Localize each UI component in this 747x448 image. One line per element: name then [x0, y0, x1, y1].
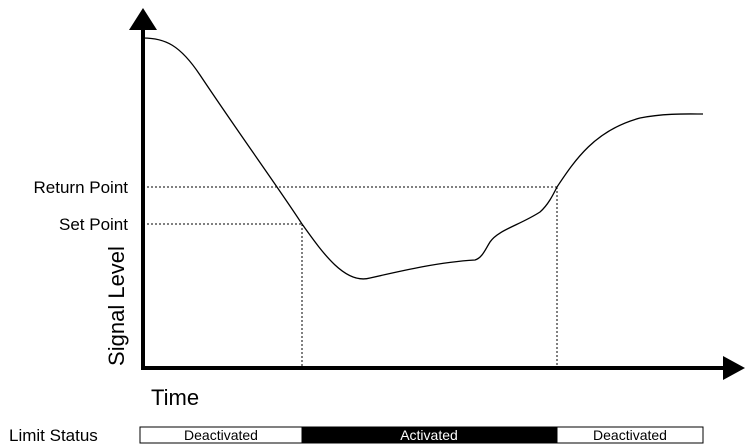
signal-curve: [142, 37, 704, 280]
status-segment-deactivated-1-text: Deactivated: [184, 427, 258, 443]
x-axis-arrowhead: [723, 356, 745, 380]
y-axis-label: Signal Level: [104, 246, 129, 366]
return-point-label: Return Point: [34, 178, 129, 197]
status-segment-deactivated-2: [556, 426, 704, 444]
limit-status-label: Limit Status: [9, 426, 98, 445]
set-point-label: Set Point: [59, 215, 128, 234]
y-axis-arrowhead: [129, 8, 157, 30]
status-segment-deactivated-2-text: Deactivated: [593, 427, 667, 443]
x-axis-label: Time: [151, 385, 199, 410]
status-segment-activated-text: Activated: [400, 427, 458, 443]
